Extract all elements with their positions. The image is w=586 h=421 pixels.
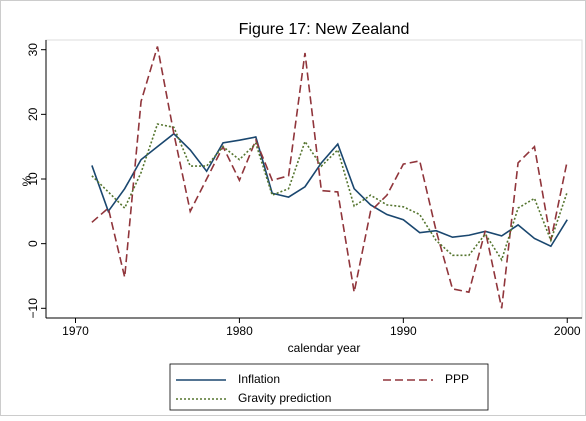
- plot-area: [45, 39, 583, 319]
- series-line: [91, 46, 569, 309]
- legend-label: Gravity prediction: [238, 391, 331, 405]
- x-tick-label: 1970: [62, 324, 89, 338]
- x-axis-label: calendar year: [288, 341, 361, 355]
- y-tick-label: −10: [26, 298, 40, 319]
- y-axis-label: %: [20, 175, 34, 186]
- y-tick-label: 30: [26, 43, 40, 57]
- x-tick-label: 1990: [390, 324, 417, 338]
- series-line: [91, 123, 569, 262]
- chart-title: Figure 17: New Zealand: [239, 21, 410, 38]
- y-tick-label: 10: [26, 172, 40, 186]
- legend-label: Inflation: [238, 372, 280, 386]
- legend-label: PPP: [445, 372, 469, 386]
- x-tick-label: 1980: [226, 324, 253, 338]
- y-tick-label: 20: [26, 107, 40, 121]
- x-tick-label: 2000: [554, 324, 581, 338]
- legend: [169, 363, 489, 411]
- y-tick-label: 0: [26, 240, 40, 247]
- series-line: [91, 132, 568, 248]
